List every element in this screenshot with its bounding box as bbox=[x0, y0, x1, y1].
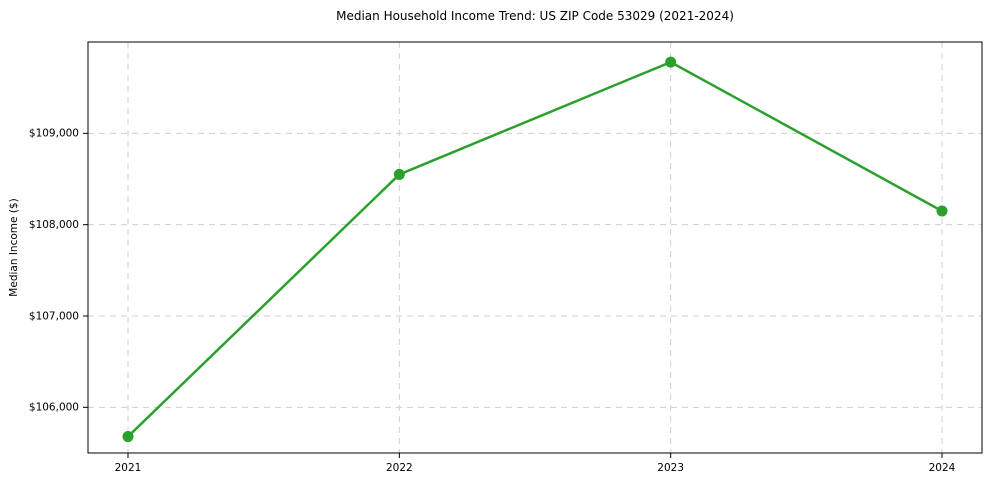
tick-layer bbox=[83, 132, 943, 458]
data-point-2024 bbox=[936, 205, 948, 217]
ticklabel-layer: $106,000 $107,000 $108,000 $109,000 2021 2022… bbox=[29, 128, 956, 474]
data-point-2021 bbox=[122, 431, 134, 443]
series-layer bbox=[122, 56, 948, 443]
plot-border bbox=[87, 41, 983, 454]
grid-layer bbox=[88, 42, 982, 453]
x-tick-label: 2021 bbox=[115, 462, 142, 474]
y-tick-label: $108,000 bbox=[29, 219, 79, 231]
x-tick-label: 2024 bbox=[929, 462, 956, 474]
data-point-2023 bbox=[665, 56, 677, 68]
y-tick-label: $107,000 bbox=[29, 310, 79, 322]
x-tick-label: 2022 bbox=[386, 462, 413, 474]
data-point-2022 bbox=[393, 168, 405, 180]
chart-title: Median Household Income Trend: US ZIP Co… bbox=[336, 9, 734, 23]
y-tick-label: $106,000 bbox=[29, 402, 79, 414]
y-axis-title: Median Income ($) bbox=[8, 198, 20, 296]
x-tick-label: 2023 bbox=[657, 462, 684, 474]
y-tick-label: $109,000 bbox=[29, 128, 79, 140]
median-income-line bbox=[126, 60, 944, 438]
